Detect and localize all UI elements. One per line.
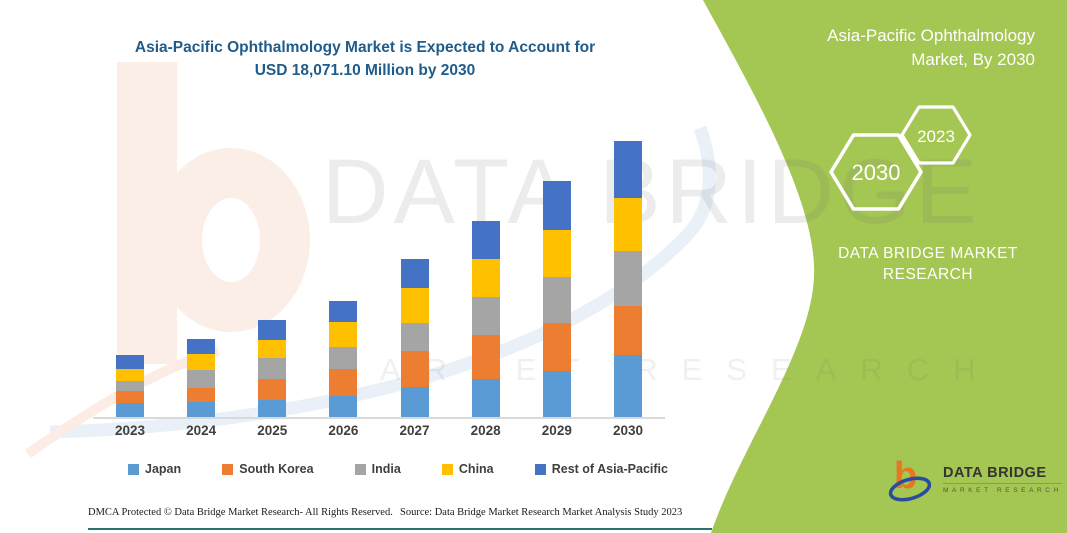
x-axis-label-2028: 2028 [470,423,501,438]
bar-segment-rest-of-asia-pacific-2029 [542,180,571,230]
legend-marker-japan [128,463,139,475]
bar-segment-south-korea-2027 [400,351,429,388]
bar-segment-rest-of-asia-pacific-2027 [400,259,429,289]
bar-segment-rest-of-asia-pacific-2023 [116,355,144,370]
bar-segment-japan-2023 [116,402,144,417]
bar-segment-india-2026 [329,346,358,369]
legend: Japan South Korea India China Rest of Asia-P… [128,462,668,476]
bar-segment-india-2023 [116,380,144,391]
bar-segment-china-2023 [116,369,144,381]
bar-segment-india-2030 [613,251,642,307]
bar-segment-india-2028 [471,297,500,335]
x-axis-label-2023: 2023 [114,423,146,438]
dbmr-logo-name: DATA BRIDGE [943,465,1062,484]
bottom-rule [88,528,712,530]
x-axis-label-2030: 2030 [612,423,643,438]
bar-segment-japan-2024 [187,402,216,417]
hexagon-2023-label: 2023 [917,127,955,146]
x-axis-label-2027: 2027 [399,423,430,438]
dbmr-logo-sub: MARKET RESEARCH [943,486,1062,494]
brand-text: DATA BRIDGE MARKET RESEARCH [838,243,1018,285]
bar-segment-south-korea-2029 [542,322,571,372]
bar-segment-south-korea-2025 [258,378,287,400]
chart-title-line1: Asia-Pacific Ophthalmology Market is Exp… [134,39,596,56]
bar-segment-china-2030 [613,198,642,252]
legend-item-china: China [441,462,494,476]
bar-segment-india-2029 [542,277,571,323]
bar-segment-china-2024 [187,353,216,371]
hexagons: 2030 2023 [829,105,972,211]
x-axis-label-2024: 2024 [186,423,217,438]
x-axis-line [93,417,665,419]
watermark-text-marketresearch: MARKET RESEARCH [330,352,1000,387]
legend-marker-china [441,463,453,475]
bar-segment-india-2025 [258,357,287,379]
chart-title-line2: USD 18,071.10 Million by 2030 [254,62,476,79]
bar-segment-china-2029 [542,229,571,278]
bar-segment-south-korea-2030 [613,306,642,355]
bar-segment-south-korea-2026 [329,368,358,397]
bar-segment-south-korea-2023 [116,390,144,403]
watermark-text-databridge: DATA BRIDGE [322,141,982,243]
bar-segment-japan-2027 [400,387,429,417]
x-axis-label-2026: 2026 [328,423,359,438]
legend-item-south-korea: South Korea [222,462,314,476]
bar-segment-south-korea-2024 [187,388,216,403]
bar-segment-rest-of-asia-pacific-2028 [471,220,500,259]
bar-segment-japan-2030 [613,354,642,417]
svg-text:b: b [894,456,917,497]
bar-segment-rest-of-asia-pacific-2025 [258,319,287,340]
bar-segment-china-2027 [400,288,429,323]
dbmr-logo: b DATA BRIDGE MARKET RESEARCH [886,456,1062,502]
bar-segment-japan-2026 [329,396,358,417]
bar-segment-south-korea-2028 [471,334,500,379]
legend-item-india: India [354,462,401,476]
x-axis-label-2025: 2025 [257,423,288,438]
legend-label-rest-of-asia-pacific: Rest of Asia-Pacific [551,462,668,476]
hexagon-2030-label: 2030 [852,160,901,185]
bar-segment-rest-of-asia-pacific-2026 [329,301,358,323]
legend-marker-rest-of-asia-pacific [534,463,546,475]
footer-dmca: DMCA Protected © Data Bridge Market Rese… [88,507,393,518]
brand-text-line2: RESEARCH [882,266,974,283]
bar-segment-japan-2028 [471,378,500,417]
hexagon-2023: 2023 [900,105,972,165]
footer-source: Source: Data Bridge Market Research Mark… [400,507,683,518]
brand-text-line1: DATA BRIDGE MARKET [838,245,1018,262]
bar-segment-rest-of-asia-pacific-2030 [613,141,642,199]
bar-segment-china-2028 [471,258,500,298]
dbmr-logo-mark: b [888,456,932,502]
legend-label-south-korea: South Korea [239,462,314,476]
bar-segment-china-2025 [258,339,287,358]
chart-title: Asia-Pacific Ophthalmology Market is Exp… [105,36,625,82]
legend-marker-india [354,463,366,475]
bar-segment-japan-2025 [258,399,287,417]
dbmr-logo-text: DATA BRIDGE MARKET RESEARCH [943,465,1062,494]
legend-label-japan: Japan [145,462,182,476]
bar-segment-rest-of-asia-pacific-2024 [187,339,216,354]
bar-segment-india-2024 [187,370,216,389]
legend-item-japan: Japan [128,462,181,476]
legend-item-rest-of-asia-pacific: Rest of Asia-Pacific [534,462,668,476]
legend-marker-south-korea [222,463,234,475]
bar-segment-japan-2029 [542,371,571,417]
bar-segment-india-2027 [400,322,429,352]
panel-title-line2: Market, By 2030 [911,50,1035,69]
legend-label-china: China [458,462,494,476]
panel-title-line1: Asia-Pacific Ophthalmology [827,26,1035,45]
legend-label-india: India [371,462,401,476]
panel-title: Asia-Pacific Ophthalmology Market, By 20… [775,24,1035,72]
hexagon-2030: 2030 [829,133,923,211]
x-axis-label-2029: 2029 [541,423,572,438]
bar-segment-china-2026 [329,322,358,347]
